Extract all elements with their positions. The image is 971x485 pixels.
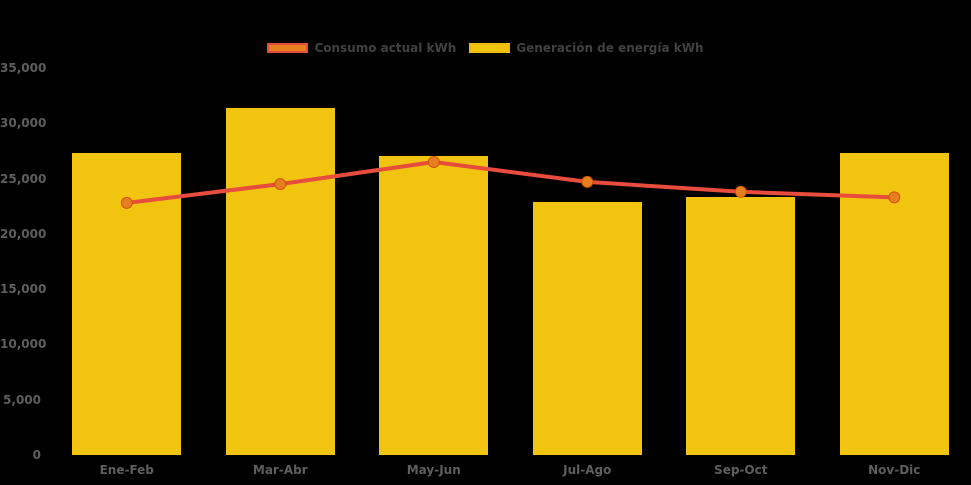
plot-area <box>50 68 971 455</box>
legend-item-generacion[interactable]: Generación de energía kWh <box>469 41 704 55</box>
x-label-nov-dic: Nov-Dic <box>868 463 921 477</box>
x-label-sep-oct: Sep-Oct <box>714 463 768 477</box>
consumo-line <box>124 160 897 205</box>
y-tick-label-10000: 10,000 <box>0 337 47 352</box>
y-tick-label-20000: 20,000 <box>0 226 47 241</box>
bar-mar-abr[interactable] <box>225 107 335 455</box>
consumo-swatch-icon <box>267 43 309 53</box>
line-point-ene-feb[interactable] <box>120 196 133 209</box>
bar-nov-dic[interactable] <box>839 153 949 455</box>
line-point-nov-dic[interactable] <box>888 191 901 204</box>
x-label-mar-abr: Mar-Abr <box>252 463 308 477</box>
y-tick-label-5000: 5,000 <box>3 392 41 407</box>
line-point-may-jun[interactable] <box>427 156 440 168</box>
y-tick-label-25000: 25,000 <box>0 171 47 186</box>
legend-label-consumo: Consumo actual kWh <box>314 41 457 55</box>
x-label-ene-feb: Ene-Feb <box>99 463 154 477</box>
legend-item-consumo[interactable]: Consumo actual kWh <box>267 41 456 55</box>
x-label-may-jun: May-Jun <box>406 463 461 477</box>
bar-may-jun[interactable] <box>379 156 489 455</box>
y-tick-label-30000: 30,000 <box>0 116 47 131</box>
y-tick-label-15000: 15,000 <box>0 282 47 297</box>
legend: Consumo actual kWh Generación de energía… <box>0 41 971 55</box>
legend-label-generacion: Generación de energía kWh <box>516 41 704 55</box>
line-point-sep-oct[interactable] <box>734 185 747 198</box>
line-series-layer <box>120 156 901 209</box>
y-tick-label-0: 0 <box>32 448 41 462</box>
line-point-mar-abr[interactable] <box>274 178 287 191</box>
generacion-swatch-icon <box>469 43 511 53</box>
y-tick-label-35000: 35,000 <box>0 61 47 75</box>
bar-jul-ago[interactable] <box>532 201 642 455</box>
x-label-jul-ago: Jul-Ago <box>563 463 612 477</box>
bar-sep-oct[interactable] <box>686 197 796 455</box>
line-point-jul-ago[interactable] <box>581 175 594 188</box>
